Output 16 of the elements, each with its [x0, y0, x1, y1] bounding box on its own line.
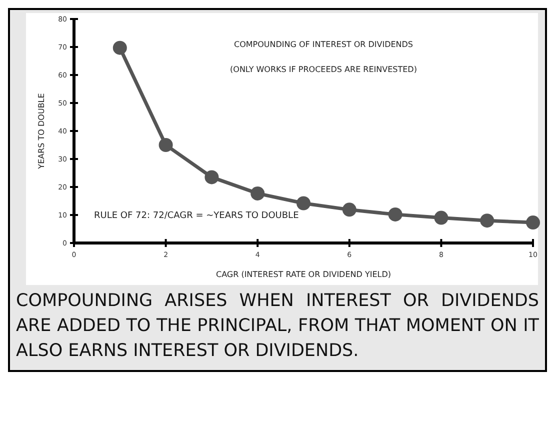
- point: [296, 196, 310, 210]
- point: [434, 210, 448, 225]
- point: [526, 216, 540, 230]
- point: [204, 170, 219, 184]
- annotation: RULE OF 72: 72/CAGR = ~YEARS TO DOUBLE: [94, 211, 300, 222]
- text: (ONLY WORKS IF PROCEEDS ARE REINVESTED): [230, 65, 417, 74]
- text: COMPOUNDING ARISES WHEN INTEREST OR DIVIDENDS ARE ADDED TO THE PRINCIPAL, FROM THAT MOMENT ON IT ALSO EARNS INTEREST OR DIVIDENDS.: [15, 290, 540, 363]
- point: [342, 202, 356, 217]
- point: [480, 214, 494, 228]
- text: COMPOUNDING OF INTEREST OR DIVIDENDS: [234, 40, 414, 49]
- y-axis-title: YEARS TO DOUBLE: [37, 93, 46, 170]
- point: [112, 40, 127, 55]
- point: [388, 207, 402, 222]
- point: [158, 138, 173, 152]
- x-axis-title: CAGR (INTEREST RATE OR DIVIDEND YIELD): [216, 270, 392, 279]
- point: [250, 186, 265, 200]
